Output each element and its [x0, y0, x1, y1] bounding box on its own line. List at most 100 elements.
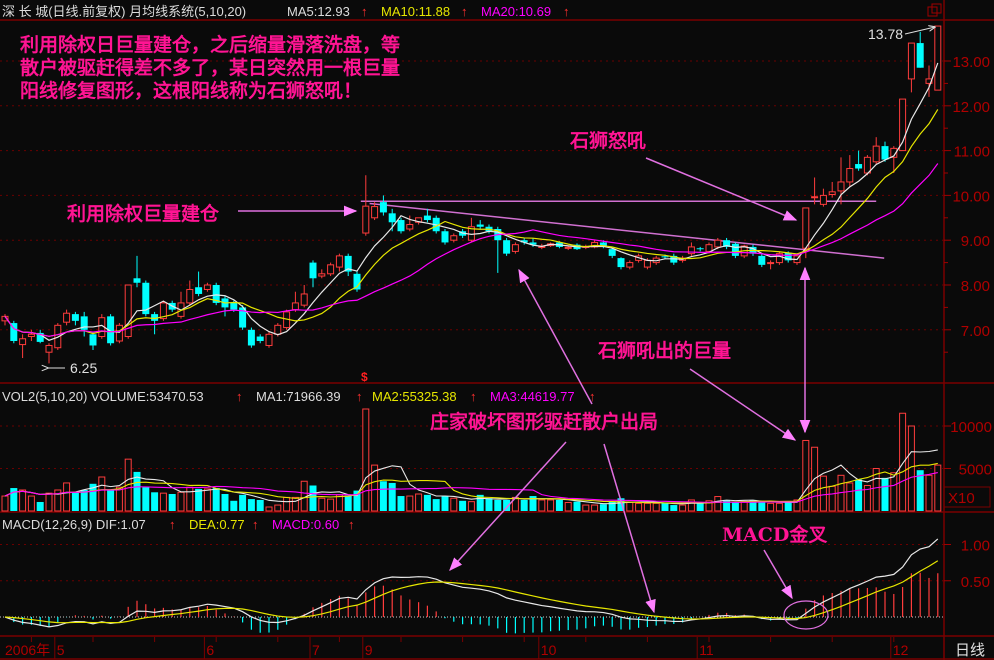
candle-body: [837, 181, 845, 192]
price-tick-label: 7.00: [961, 323, 990, 340]
candle-body: [819, 194, 827, 205]
volume-bar: [899, 412, 907, 512]
volume-bar: [212, 488, 220, 511]
volume-bar: [635, 502, 643, 512]
candle-body: [476, 224, 484, 227]
price-tick-label: 10.00: [952, 188, 990, 205]
volume-bar: [168, 494, 176, 511]
candle-body: [423, 215, 431, 221]
volume-bar: [802, 439, 810, 512]
volume-bar: [591, 504, 599, 512]
up-arrow-icon: ↑: [356, 389, 363, 404]
ma10-line: [4, 109, 939, 337]
candle: [723, 237, 731, 250]
shakeout-price-arrow: [518, 268, 593, 405]
volume-layer: [1, 408, 942, 512]
volume-bar: [687, 499, 695, 512]
date-label: 12: [893, 642, 909, 658]
volume-bar: [784, 502, 792, 511]
up-arrow-icon: ↑: [361, 4, 368, 19]
volume-bar: [846, 482, 854, 512]
candle-body: [415, 217, 423, 223]
macd-tick-label: 1.00: [961, 538, 990, 555]
candle: [696, 246, 704, 252]
volume-bar: [679, 504, 687, 512]
date-label: 11: [699, 642, 714, 658]
volume-bar: [494, 499, 502, 511]
candle-body: [731, 243, 739, 256]
volume-bar: [555, 499, 563, 511]
up-arrow-icon: ↑: [236, 389, 243, 404]
volume-bar: [19, 489, 27, 512]
period-label[interactable]: 日线: [955, 641, 985, 659]
price-tick-label: 13.00: [952, 54, 990, 71]
volume-bar: [239, 494, 247, 511]
volume-bar: [133, 471, 141, 511]
macd-value: MACD:0.60: [272, 517, 339, 532]
vol-ma2-value: MA2:55325.38: [372, 389, 457, 404]
volume-bar: [476, 494, 484, 511]
lion-volume-note: 石狮吼出的巨量: [597, 339, 731, 362]
candle-body: [344, 255, 352, 272]
candle-body: [19, 338, 27, 346]
candle-body: [195, 287, 203, 294]
volume-bar: [98, 476, 106, 512]
ma10-value: MA10:11.88: [381, 4, 450, 19]
candle: [115, 323, 123, 344]
volume-bar: [274, 504, 282, 512]
candle: [195, 271, 203, 297]
candle-body: [872, 145, 880, 163]
volume-bar: [564, 502, 572, 512]
volume-bar: [573, 501, 581, 511]
volume-bar: [819, 475, 827, 512]
volume-bar: [397, 496, 405, 511]
candle-body: [767, 262, 775, 265]
candle-body: [529, 242, 537, 245]
volume-bar: [318, 497, 326, 512]
candle-body: [899, 98, 907, 152]
candle: [27, 329, 35, 341]
candle: [872, 137, 880, 165]
volume-bar: [327, 498, 335, 512]
candle: [423, 208, 431, 223]
window-restore-icon[interactable]: [927, 3, 942, 17]
candle-body: [934, 25, 942, 91]
candle-body: [855, 164, 863, 169]
ex-rights-mark: $: [361, 370, 368, 384]
lion-volume-arrow: [689, 368, 797, 441]
candle-body: [626, 262, 634, 268]
candle-body: [907, 42, 915, 80]
volume-bar: [80, 490, 88, 511]
up-arrow-icon: ↑: [589, 389, 596, 404]
candle: [441, 229, 449, 245]
volume-bar: [916, 470, 924, 511]
candle: [300, 285, 308, 308]
vol-ma1-value: MA1:71966.39: [256, 389, 341, 404]
candle: [265, 332, 273, 348]
candle-body: [643, 259, 651, 268]
volume-bar: [27, 495, 35, 512]
candle: [63, 309, 71, 326]
price-tick-label: 9.00: [961, 233, 990, 250]
volume-bar: [652, 502, 660, 512]
candle: [767, 260, 775, 270]
candle: [406, 215, 414, 232]
volume-bar: [626, 502, 634, 512]
candle: [89, 332, 97, 350]
candle-body: [274, 324, 282, 335]
candle-body: [441, 231, 449, 243]
candle-body: [362, 205, 370, 234]
candle-body: [705, 244, 713, 252]
candle-body: [327, 264, 335, 275]
candle-body: [802, 207, 810, 249]
volume-bar: [793, 499, 801, 512]
up-arrow-icon: ↑: [563, 4, 570, 19]
volume-bar: [705, 500, 713, 512]
candle: [687, 242, 695, 256]
volume-bar: [177, 491, 185, 512]
candle: [511, 242, 519, 254]
volume-bar: [934, 464, 942, 512]
candle: [309, 260, 317, 288]
volume-bar: [890, 472, 898, 512]
